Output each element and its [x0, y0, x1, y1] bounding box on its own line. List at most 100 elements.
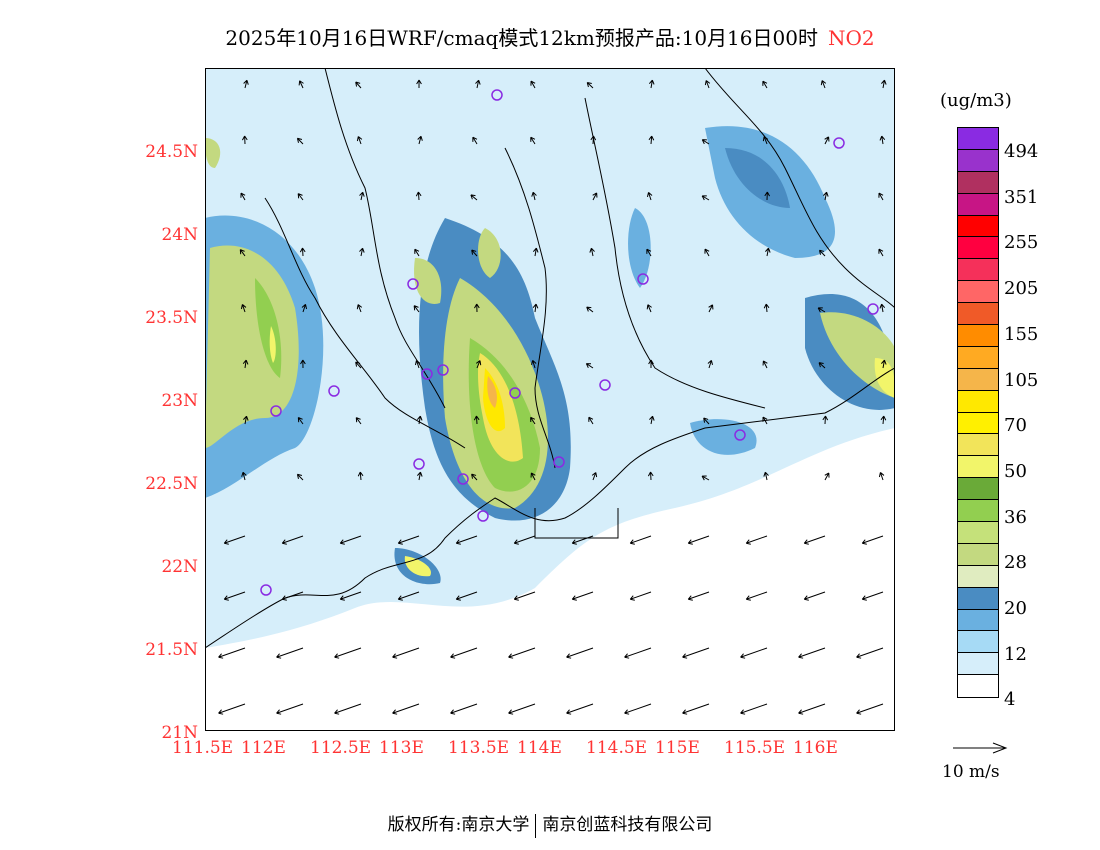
- colorbar-swatch: [958, 456, 998, 479]
- lon-tick-label: 112E: [241, 738, 286, 758]
- city-marker: [491, 89, 503, 101]
- colorbar-swatch: [958, 346, 998, 369]
- city-marker: [270, 405, 282, 417]
- wind-arrow: [591, 472, 598, 481]
- wind-arrow: [592, 192, 598, 201]
- colorbar-label: 105: [1004, 369, 1039, 391]
- lon-tick-label: 111.5E: [172, 738, 234, 758]
- wind-arrow: [648, 79, 655, 89]
- lat-tick-label: 23.5N: [145, 308, 198, 328]
- colorbar-label: 20: [1004, 598, 1027, 619]
- lat-tick-label: 23N: [161, 391, 198, 411]
- wind-arrow: [531, 359, 537, 369]
- wind-arrow: [818, 249, 826, 257]
- city-marker: [413, 458, 425, 470]
- colorbar-swatch: [958, 390, 998, 413]
- city-marker: [457, 473, 469, 485]
- wind-arrow: [241, 471, 247, 481]
- colorbar-swatch: [958, 543, 998, 566]
- wind-arrow: [416, 415, 423, 425]
- colorbar-label: 36: [1004, 506, 1027, 528]
- wind-arrow: [513, 591, 536, 601]
- lon-tick-label: 114E: [517, 738, 562, 758]
- colorbar-swatch: [958, 412, 998, 435]
- lat-tick-label: 21.5N: [145, 640, 198, 660]
- wind-arrow: [856, 703, 884, 715]
- wind-arrow: [740, 647, 768, 659]
- wind-arrow: [281, 535, 304, 545]
- wind-arrow: [413, 305, 420, 313]
- wind-arrow: [566, 647, 594, 659]
- wind-arrow: [532, 303, 539, 313]
- wind-arrow: [646, 248, 652, 257]
- wind-arrow: [531, 191, 537, 201]
- wind-arrow: [357, 471, 364, 481]
- wind-arrow: [822, 415, 829, 425]
- wind-arrow: [566, 703, 594, 715]
- wind-arrow: [585, 363, 594, 369]
- wind-arrow: [417, 135, 423, 145]
- wind-arrow: [297, 417, 304, 425]
- city-marker: [509, 387, 521, 399]
- wind-arrow: [218, 647, 246, 659]
- concentration-map: [205, 68, 895, 731]
- wind-arrow: [880, 415, 887, 425]
- wind-arrow: [708, 304, 714, 313]
- wind-arrow: [475, 360, 482, 369]
- wind-arrow: [881, 79, 887, 89]
- wind-arrow: [397, 535, 420, 545]
- wind-arrow: [763, 471, 769, 481]
- footer-company: 南京创蓝科技有限公司: [542, 815, 713, 835]
- wind-arrow: [682, 647, 710, 659]
- wind-arrow: [301, 304, 308, 313]
- city-marker: [734, 429, 746, 441]
- wind-arrow: [879, 303, 886, 313]
- wind-arrow: [745, 591, 768, 601]
- colorbar-swatch: [958, 237, 998, 260]
- colorbar-swatch: [958, 434, 998, 457]
- wind-arrow: [589, 247, 595, 257]
- wind-arrow: [586, 81, 594, 89]
- wind-arrow: [820, 80, 827, 89]
- wind-arrow: [701, 475, 710, 481]
- wind-arrow: [818, 362, 826, 369]
- wind-arrow: [649, 415, 655, 425]
- city-markers: [260, 89, 879, 596]
- lon-tick-label: 114.5E: [586, 738, 648, 758]
- wind-arrow: [648, 359, 654, 369]
- concentration-field: [205, 68, 895, 648]
- city-marker: [833, 137, 845, 149]
- colorbar-label: 70: [1004, 415, 1027, 437]
- wind-arrow: [586, 306, 594, 313]
- wind-arrow: [856, 647, 884, 659]
- colorbar-swatch: [958, 609, 998, 632]
- wind-arrow: [629, 591, 652, 601]
- wind-arrow: [571, 535, 594, 545]
- lon-tick-label: 115E: [655, 738, 700, 758]
- wind-arrow: [218, 703, 246, 715]
- wind-arrow: [414, 248, 420, 257]
- colorbar-label: 50: [1004, 460, 1027, 482]
- wind-arrow: [530, 136, 536, 145]
- city-marker: [637, 273, 649, 285]
- wind-arrow: [355, 417, 362, 425]
- city-marker: [328, 385, 340, 397]
- wind-arrow: [530, 472, 536, 481]
- wind-arrow: [416, 79, 422, 89]
- wind-arrow: [762, 136, 769, 145]
- wind-arrow: [824, 472, 830, 481]
- lat-tick-label: 21N: [161, 723, 198, 743]
- city-marker: [867, 303, 879, 315]
- wind-arrow: [703, 417, 710, 425]
- wind-arrow: [470, 194, 478, 201]
- wind-arrow: [508, 647, 536, 659]
- wind-arrow: [629, 535, 652, 545]
- wind-arrow: [243, 415, 249, 425]
- wind-arrow: [450, 647, 478, 659]
- city-marker: [260, 584, 272, 596]
- wind-arrow: [682, 703, 710, 715]
- colorbar-swatch: [958, 215, 998, 238]
- wind-arrow: [223, 591, 246, 601]
- wind-arrow: [392, 703, 420, 715]
